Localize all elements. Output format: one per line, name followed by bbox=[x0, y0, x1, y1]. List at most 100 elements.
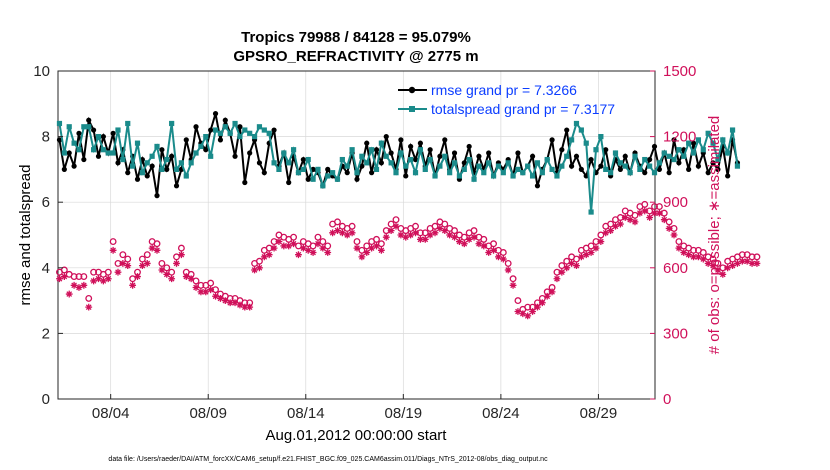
obs-assimilated-star bbox=[65, 290, 73, 298]
obs-assimilated-star bbox=[295, 251, 302, 259]
obs-assimilated-star bbox=[168, 275, 176, 283]
obs-assimilated-marker bbox=[397, 231, 405, 239]
obs-possible-marker bbox=[651, 203, 658, 211]
obs-assimilated-star bbox=[119, 260, 127, 267]
obs-assimilated-star bbox=[592, 244, 600, 252]
totalspread-point bbox=[91, 147, 97, 153]
obs-assimilated-star bbox=[402, 233, 410, 241]
obs-assimilated-star bbox=[285, 242, 293, 250]
obs-assimilated-star bbox=[85, 303, 93, 311]
rmse-point bbox=[169, 153, 175, 159]
left-y-axis-ticks: 0 2 4 6 8 10 bbox=[33, 63, 63, 408]
obs-assimilated-marker bbox=[319, 244, 327, 252]
totalspread-point bbox=[500, 170, 506, 176]
obs-assimilated-star bbox=[343, 231, 351, 239]
obs-assimilated-marker bbox=[99, 277, 107, 285]
obs-assimilated-marker bbox=[675, 244, 683, 252]
obs-assimilated-marker bbox=[592, 244, 600, 252]
obs-assimilated-marker bbox=[153, 246, 161, 254]
totalspread-point bbox=[612, 150, 619, 156]
totalspread-point bbox=[725, 150, 731, 156]
totalspread-point bbox=[598, 134, 604, 140]
totalspread-point bbox=[495, 163, 502, 169]
obs-assimilated-marker bbox=[114, 268, 122, 276]
rmse-point bbox=[642, 170, 648, 176]
obs-assimilated-star bbox=[651, 209, 658, 217]
obs-assimilated-marker bbox=[182, 273, 190, 280]
obs-possible-marker bbox=[138, 255, 146, 263]
totalspread-point bbox=[695, 137, 702, 143]
obs-assimilated-star bbox=[470, 233, 478, 241]
obs-assimilated-star bbox=[734, 260, 741, 267]
totalspread-point bbox=[300, 166, 306, 172]
obs-assimilated-marker bbox=[221, 297, 229, 305]
obs-possible-marker bbox=[514, 297, 522, 305]
right-y-tick-label: 0 bbox=[663, 391, 671, 408]
obs-assimilated-marker bbox=[729, 262, 736, 270]
obs-assimilated-marker bbox=[382, 233, 390, 241]
totalspread-point bbox=[588, 209, 594, 215]
obs-possible-marker bbox=[441, 220, 449, 228]
totalspread-point bbox=[110, 150, 116, 156]
obs-assimilated-star bbox=[495, 253, 502, 261]
obs-assimilated-star bbox=[363, 249, 371, 256]
totalspread-point bbox=[100, 147, 106, 153]
obs-assimilated-marker bbox=[129, 281, 137, 289]
obs-assimilated-star bbox=[304, 246, 312, 254]
obs-assimilated-star bbox=[275, 238, 283, 245]
totalspread-point bbox=[490, 173, 497, 179]
obs-assimilated-marker bbox=[495, 253, 502, 261]
obs-possible-marker bbox=[709, 255, 717, 263]
rmse-point bbox=[305, 176, 311, 182]
obs-assimilated-star bbox=[524, 312, 532, 320]
obs-assimilated-marker bbox=[343, 231, 351, 239]
obs-possible-marker bbox=[75, 273, 83, 280]
left-y-axis-label: rmse and totalspread bbox=[17, 165, 34, 306]
obs-assimilated-star bbox=[265, 251, 273, 259]
obs-assimilated-star bbox=[138, 262, 146, 270]
obs-assimilated-marker bbox=[334, 227, 341, 235]
rmse-point bbox=[66, 150, 72, 156]
totalspread-point bbox=[608, 170, 614, 176]
totalspread-point bbox=[686, 140, 692, 146]
obs-assimilated-marker bbox=[416, 235, 424, 243]
obs-assimilated-marker bbox=[70, 281, 78, 289]
rmse-point bbox=[686, 166, 692, 172]
obs-assimilated-marker bbox=[246, 303, 254, 311]
totalspread-point bbox=[564, 153, 570, 159]
x-tick-label: 08/04 bbox=[92, 405, 130, 422]
totalspread-point bbox=[66, 124, 72, 130]
rmse-point bbox=[403, 173, 409, 179]
obs-assimilated-star bbox=[543, 292, 551, 300]
totalspread-point bbox=[393, 170, 399, 176]
obs-assimilated-star bbox=[670, 231, 678, 239]
obs-assimilated-star bbox=[743, 257, 751, 265]
totalspread-point bbox=[212, 127, 219, 133]
legend: rmse grand pr = 7.3266 totalspread grand… bbox=[398, 82, 615, 117]
rmse-point bbox=[442, 137, 448, 143]
rmse-point bbox=[364, 140, 370, 146]
obs-assimilated-marker bbox=[514, 308, 522, 315]
totalspread-point bbox=[359, 153, 365, 159]
obs-assimilated-marker bbox=[602, 229, 610, 237]
obs-assimilated-star bbox=[499, 255, 507, 263]
obs-assimilated-star bbox=[412, 229, 419, 237]
totalspread-point bbox=[120, 156, 126, 163]
totalspread-point bbox=[710, 140, 716, 146]
obs-possible-marker bbox=[753, 253, 761, 261]
error-lines bbox=[56, 111, 741, 215]
obs-assimilated-marker bbox=[504, 266, 512, 274]
rmse-point bbox=[271, 127, 277, 133]
obs-assimilated-star bbox=[480, 242, 488, 250]
obs-assimilated-star bbox=[641, 207, 649, 215]
obs-assimilated-star bbox=[387, 227, 395, 235]
totalspread-point bbox=[115, 127, 121, 133]
obs-assimilated-marker bbox=[460, 240, 468, 248]
obs-assimilated-marker bbox=[641, 207, 649, 215]
obs-assimilated-marker bbox=[353, 244, 361, 252]
obs-assimilated-star bbox=[197, 288, 205, 296]
obs-assimilated-marker bbox=[519, 310, 527, 318]
obs-possible-marker bbox=[675, 238, 683, 246]
obs-assimilated-star bbox=[187, 275, 195, 283]
obs-assimilated-star bbox=[553, 275, 561, 283]
